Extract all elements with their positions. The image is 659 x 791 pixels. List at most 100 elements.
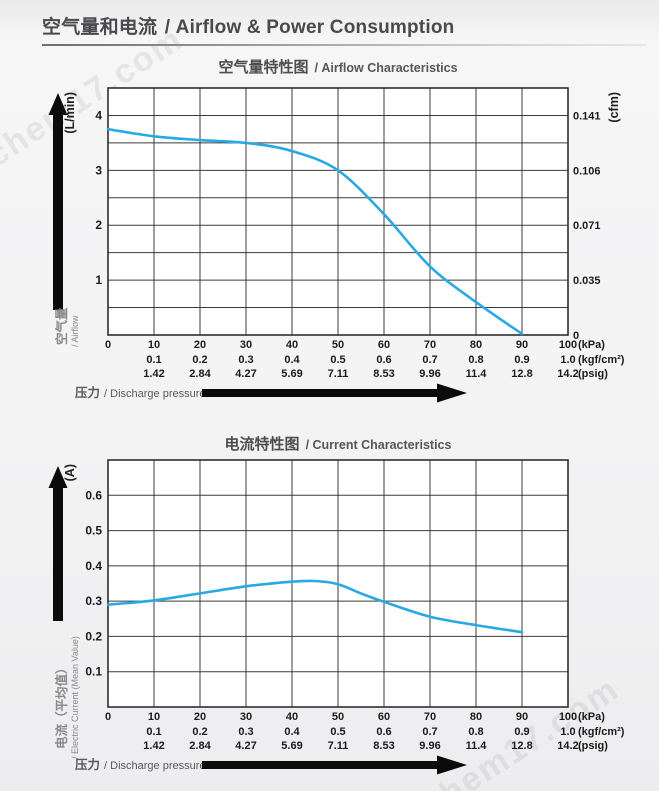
x-tick-label: 80 [470, 711, 482, 723]
x-tick-label: 8.53 [373, 740, 394, 752]
right-tick-label: 0.035 [573, 275, 601, 287]
x-tick-label: 50 [332, 339, 344, 351]
right-unit-label: (cfm) [607, 92, 621, 123]
x-tick-label: 1.42 [143, 368, 164, 380]
x-tick-label: 40 [286, 711, 298, 723]
x-tick-label: 0.1 [146, 354, 161, 366]
page-header: 空气量和电流 / Airflow & Power Consumption [0, 0, 659, 46]
y-axis-title-en: / Airflow [70, 315, 80, 347]
x-tick-label: 12.8 [511, 368, 532, 380]
page-title: 空气量和电流 / Airflow & Power Consumption [42, 12, 659, 39]
x-tick-label: 60 [378, 711, 390, 723]
x-tick-label: 0.8 [468, 354, 483, 366]
x-tick-label: 10 [148, 711, 160, 723]
x-axis-unit-label: (psig) [578, 740, 608, 752]
x-tick-label: 2.84 [189, 740, 211, 752]
x-tick-label: 1.0 [560, 726, 575, 738]
x-tick-label: 0.2 [192, 354, 207, 366]
x-tick-label: 50 [332, 711, 344, 723]
x-tick-label: 60 [378, 339, 390, 351]
y-axis-title-zh: 空气量 [54, 307, 69, 345]
x-tick-label: 2.84 [189, 368, 211, 380]
x-tick-label: 4.27 [235, 740, 256, 752]
x-tick-label: 100 [559, 339, 577, 351]
y-axis-title-zh: 电流（平均值） [54, 661, 69, 749]
x-tick-label: 90 [516, 339, 528, 351]
x-axis-title-zh: 压力 [75, 757, 100, 772]
y-axis-title-en: / Electric Current (Mean Value) [70, 636, 80, 759]
x-axis-unit-label: (kgf/cm²) [578, 354, 625, 366]
airflow-characteristics-chart: 空气量特性图 / Airflow Characteristics 4 3 2 1 0.141… [48, 58, 625, 403]
title-underline [42, 44, 647, 46]
y-tick-label: 0.1 [85, 665, 102, 679]
y-axis-up-arrow [48, 466, 68, 621]
right-tick-label: 0.106 [573, 165, 601, 177]
x-axis-title: 压力 / Discharge pressure [75, 757, 206, 772]
chart-title-zh: 空气量特性图 [218, 58, 308, 76]
right-tick-label: 0.071 [573, 220, 601, 232]
x-tick-label: 20 [194, 711, 206, 723]
x-tick-label: 11.4 [466, 368, 488, 380]
x-tick-label: 0.4 [284, 354, 300, 366]
x-tick-label: 0.6 [376, 354, 391, 366]
x-tick-label: 0.9 [514, 354, 529, 366]
x-tick-label: 70 [424, 339, 436, 351]
x-tick-label: 80 [470, 339, 482, 351]
x-axis-title-zh: 压力 [75, 385, 100, 400]
x-tick-label: 90 [516, 711, 528, 723]
y-tick-label: 2 [95, 218, 102, 232]
right-tick-label: 0 [573, 330, 579, 342]
x-tick-label: 0.4 [284, 726, 300, 738]
y-tick-label: 0.5 [85, 524, 102, 538]
x-tick-label: 0.2 [192, 726, 207, 738]
left-unit-label: (A) [63, 464, 77, 481]
plot-border [107, 87, 569, 336]
x-axis-unit-label: (kPa) [578, 339, 605, 351]
y-tick-label: 0.2 [85, 629, 102, 643]
left-unit-label: (L/min) [63, 92, 77, 134]
x-tick-label: 5.69 [281, 368, 302, 380]
y-axis-up-arrow [48, 93, 68, 310]
x-tick-label: 40 [286, 339, 298, 351]
y-tick-label: 0.4 [85, 559, 102, 573]
x-tick-label: 4.27 [235, 368, 256, 380]
x-tick-label: 0.8 [468, 726, 483, 738]
x-tick-label: 20 [194, 339, 206, 351]
x-tick-label: 30 [240, 339, 252, 351]
x-axis-unit-label: (kPa) [578, 711, 605, 723]
x-tick-label: 11.4 [466, 740, 488, 752]
y-tick-label: 1 [95, 273, 102, 287]
x-tick-label: 30 [240, 711, 252, 723]
page-title-en: / Airflow & Power Consumption [164, 17, 455, 38]
x-axis-unit-label: (psig) [578, 368, 608, 380]
x-tick-label: 7.11 [328, 740, 349, 752]
x-axis-right-arrow [202, 383, 467, 403]
x-tick-label: 100 [559, 711, 577, 723]
x-tick-label: 14.2 [557, 740, 578, 752]
y-tick-label: 0.6 [85, 488, 102, 502]
x-axis-right-arrow [202, 755, 467, 775]
y-tick-label: 3 [95, 163, 102, 177]
x-tick-label: 7.11 [328, 368, 349, 380]
y-tick-label: 4 [95, 108, 102, 122]
x-tick-label: 5.69 [281, 740, 302, 752]
x-tick-label: 1.0 [560, 354, 575, 366]
x-tick-label: 0.5 [330, 354, 345, 366]
x-tick-label: 0.3 [238, 354, 253, 366]
x-tick-label: 1.42 [143, 740, 164, 752]
x-tick-label: 10 [148, 339, 160, 351]
x-tick-label: 70 [424, 711, 436, 723]
curve-electric-current [106, 579, 524, 634]
plot-border [107, 459, 569, 708]
chart-title: 空气量特性图 / Airflow Characteristics [218, 58, 457, 76]
y-tick-label: 0.3 [85, 594, 102, 608]
x-tick-label: 0.3 [238, 726, 253, 738]
x-tick-label: 0.1 [146, 726, 161, 738]
x-tick-label: 9.96 [419, 740, 440, 752]
right-tick-label: 0.141 [573, 110, 601, 122]
chart-title-en: / Airflow Characteristics [314, 61, 457, 75]
x-tick-label: 0.7 [422, 726, 437, 738]
x-tick-label: 0.5 [330, 726, 345, 738]
x-tick-label: 12.8 [511, 740, 532, 752]
